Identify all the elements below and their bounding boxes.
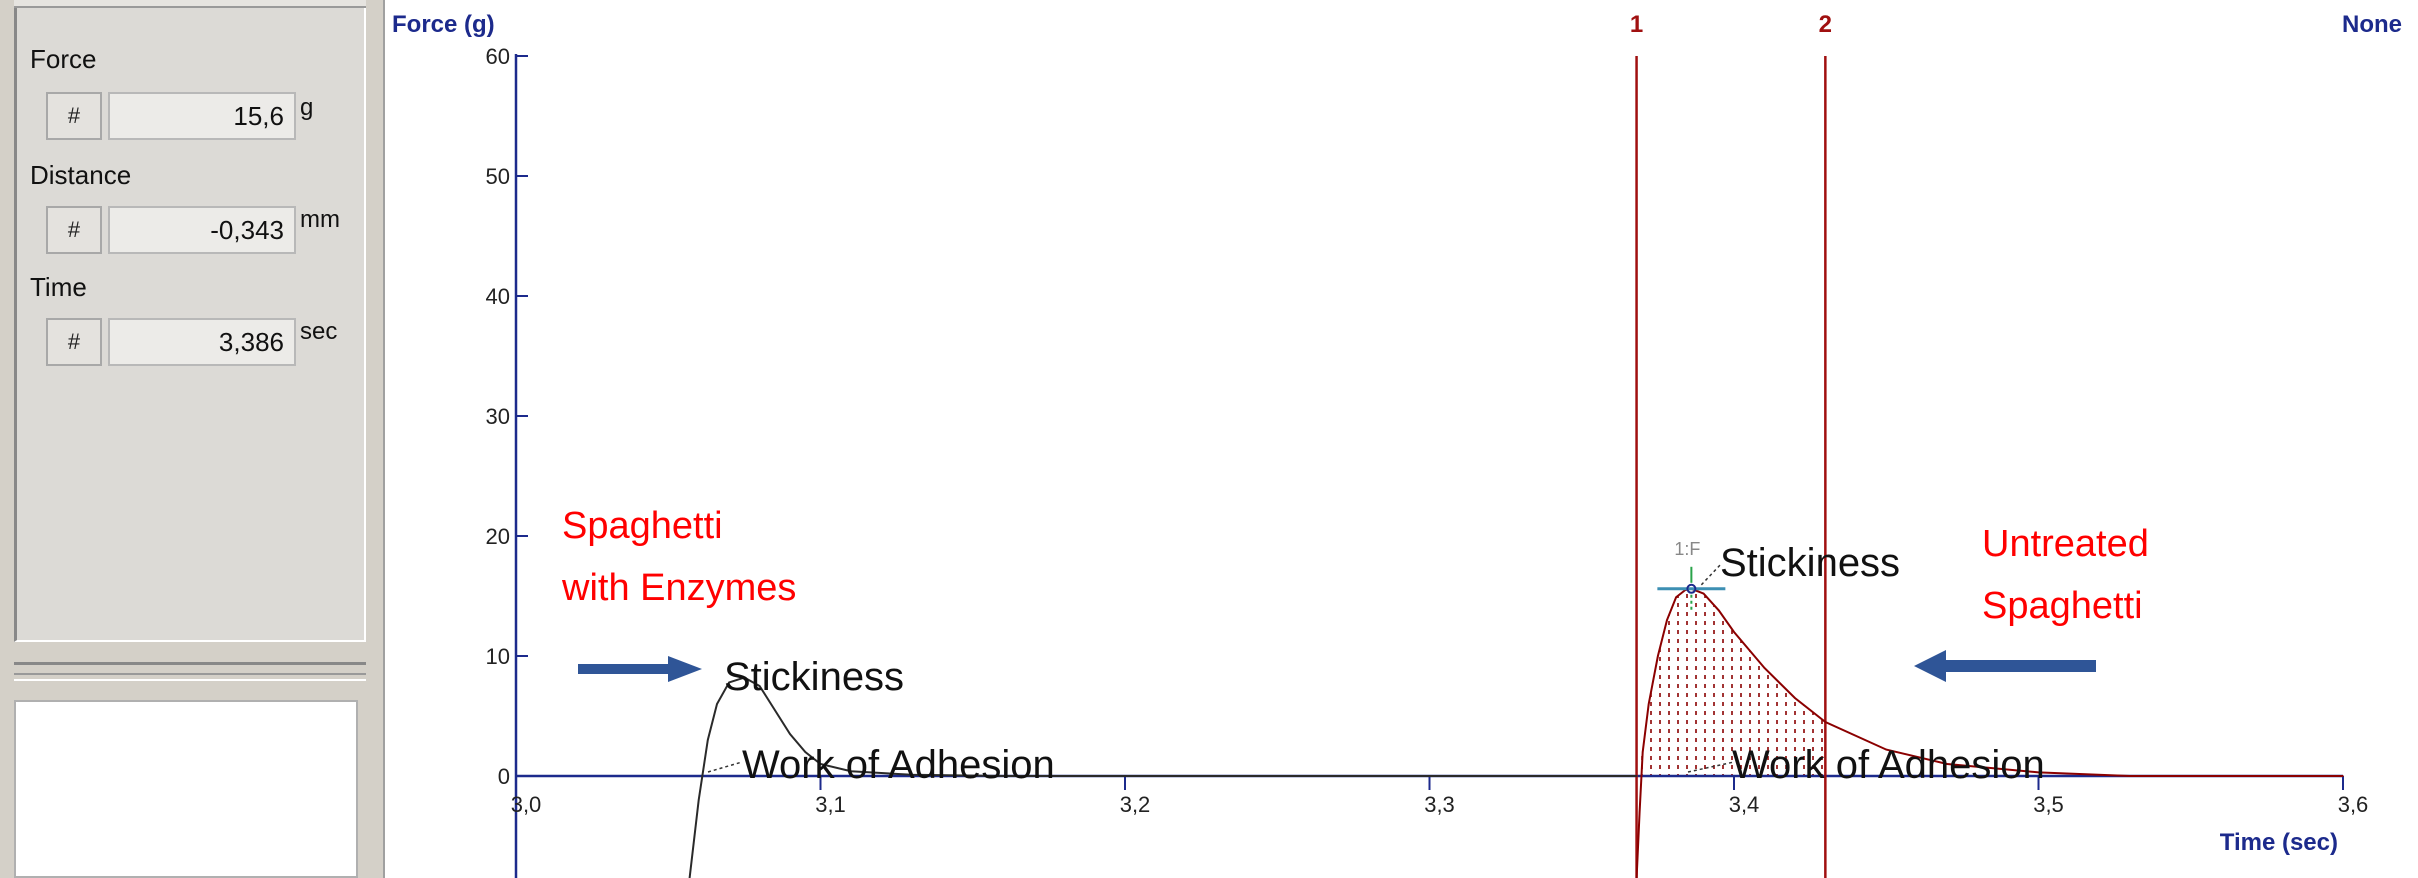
x-tick-label: 3,1 — [815, 792, 846, 817]
y-tick-label: 60 — [486, 44, 510, 69]
force-value: 15,6 — [108, 92, 296, 140]
cursor-label-2: 2 — [1819, 11, 1832, 38]
series-point — [1647, 703, 1650, 705]
series-point — [774, 709, 776, 711]
series-point — [716, 703, 718, 705]
distance-label: Distance — [30, 160, 132, 190]
y-tick-label: 40 — [486, 284, 510, 309]
time-hash-button[interactable]: # — [46, 318, 102, 366]
secondary-panel-content — [14, 700, 358, 878]
time-label: Time — [30, 272, 87, 302]
x-tick-label: 3,3 — [1424, 792, 1455, 817]
series-point — [911, 774, 913, 776]
readout-sidebar: Force # 15,6 g Distance # -0,343 mm Time… — [0, 0, 385, 878]
panel-top-edge — [14, 0, 366, 8]
x-axis-title: Time (sec) — [2220, 829, 2338, 856]
series-point — [1702, 592, 1705, 595]
series-point — [1657, 655, 1659, 657]
enzymes-annotation-line1: Spaghetti — [562, 505, 723, 547]
series-point — [743, 676, 746, 679]
series-point — [789, 733, 791, 735]
x-tick-label: 3,5 — [2033, 792, 2064, 817]
series-point — [1733, 631, 1735, 633]
series-point — [2037, 771, 2040, 774]
leader-enzymes-woa — [707, 761, 743, 773]
left-arrow-icon — [1914, 650, 2096, 682]
series-point — [728, 681, 730, 684]
x-tick-label: 3,2 — [1120, 792, 1151, 817]
untreated-annotation-line2: Spaghetti — [1982, 585, 2143, 627]
leader-untreated-woa — [1687, 761, 1735, 773]
peak-marker-point — [1686, 583, 1697, 594]
y-tick-label: 50 — [486, 164, 510, 189]
x-tick-label: 3,4 — [1729, 792, 1760, 817]
series-point — [2220, 775, 2222, 777]
series-point — [1002, 775, 1004, 777]
y-axis-title: Force (g) — [392, 11, 495, 38]
enzymes-stickiness-label: Stickiness — [724, 655, 904, 699]
cursor-label-1: 1 — [1630, 11, 1643, 38]
enzymes-annotation-line2: with Enzymes — [561, 567, 796, 609]
untreated-work-of-adhesion-label: Work of Adhesion — [1732, 743, 2045, 787]
series-point — [1641, 751, 1644, 753]
series-point — [707, 739, 709, 741]
series-point — [2129, 775, 2131, 777]
series-point — [1675, 596, 1677, 598]
untreated-stickiness-label: Stickiness — [1720, 541, 1900, 585]
series-point — [1635, 775, 1638, 777]
y-tick-label: 20 — [486, 524, 510, 549]
y-tick-label: 0 — [498, 764, 510, 789]
series-point — [1946, 763, 1948, 765]
x-tick-label: 3,0 — [511, 792, 542, 817]
work-of-adhesion-area — [1636, 588, 1826, 776]
series-point — [1717, 609, 1720, 612]
time-unit: sec — [300, 318, 338, 345]
distance-value: -0,343 — [108, 206, 296, 254]
untreated-annotation-line1: Untreated — [1982, 523, 2149, 565]
series-point — [1666, 619, 1668, 621]
series-point — [804, 751, 807, 753]
series-point — [1124, 775, 1126, 777]
series-point — [758, 685, 761, 687]
distance-unit: mm — [300, 206, 340, 233]
force-unit: g — [300, 94, 314, 121]
distance-hash-button[interactable]: # — [46, 206, 102, 254]
time-value: 3,386 — [108, 318, 296, 366]
right-arrow-icon — [578, 656, 702, 682]
series-point — [819, 763, 822, 765]
series-point — [1428, 775, 1431, 777]
y-tick-label: 10 — [486, 644, 510, 669]
enzymes-work-of-adhesion-label: Work of Adhesion — [742, 743, 1055, 787]
series-point — [1763, 667, 1766, 669]
force-hash-button[interactable]: # — [46, 92, 102, 140]
series-point — [1580, 775, 1583, 777]
leader-untreated-stickiness — [1700, 562, 1723, 586]
series-point — [1276, 775, 1279, 777]
x-tick-label: 3,6 — [2338, 792, 2369, 817]
series-point — [1885, 748, 1888, 751]
series-point — [1638, 811, 1641, 813]
force-label: Force — [30, 44, 97, 74]
series-point — [850, 770, 852, 772]
series-point — [1824, 721, 1827, 723]
series-point — [697, 799, 700, 801]
y-tick-label: 30 — [486, 404, 510, 429]
corner-none-label[interactable]: None — [2342, 11, 2402, 38]
peak-marker-label: 1:F — [1674, 539, 1700, 559]
series-point — [1794, 697, 1796, 699]
series-point — [2342, 775, 2344, 777]
